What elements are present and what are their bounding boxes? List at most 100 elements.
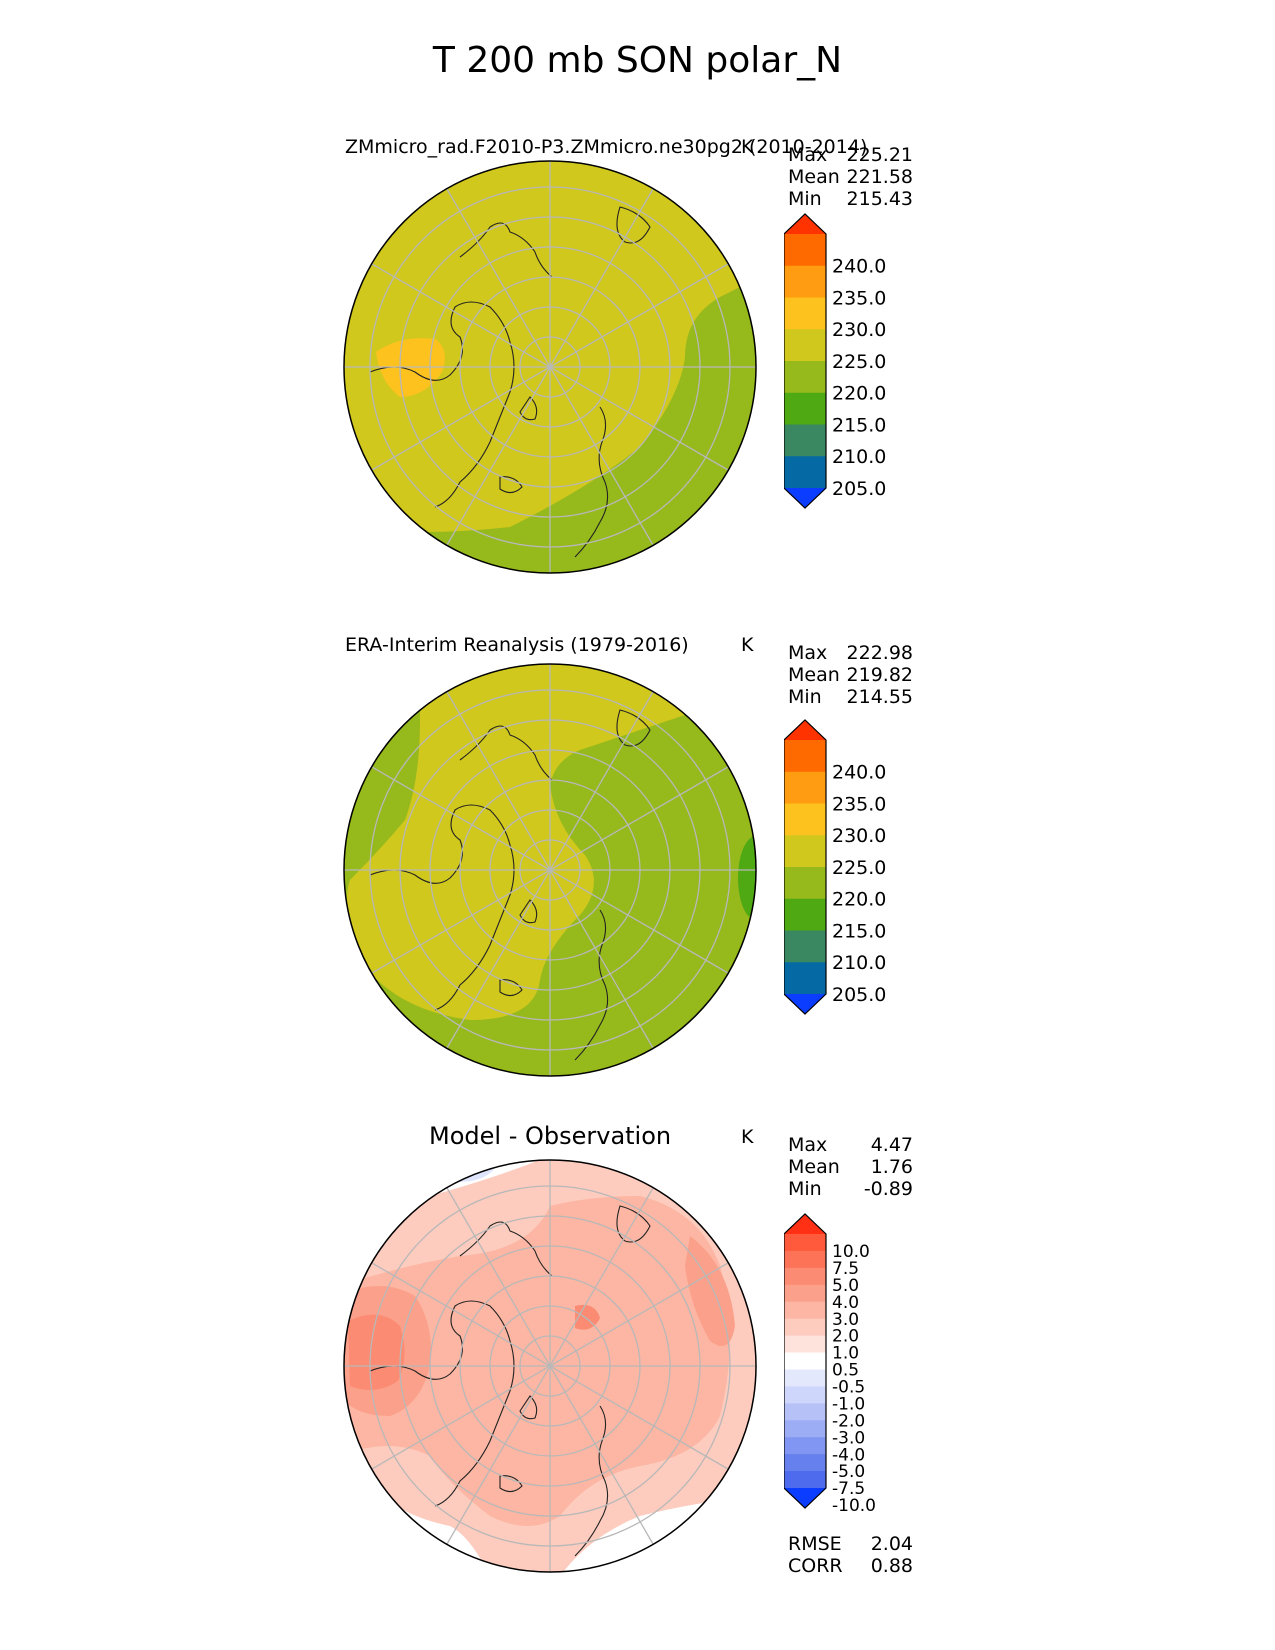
units-label: K: [741, 1126, 754, 1148]
colorbar: 240.0 235.0 230.0 225.0 220.0 215.0 210.0 205.0…: [784, 719, 886, 1018]
metrics-box: RMSE 2.04 CORR 0.88: [788, 1533, 913, 1577]
colorbar-band: [784, 1214, 826, 1234]
stat-label: Mean: [788, 1156, 840, 1178]
colorbar-band: [784, 803, 826, 836]
colorbar-band: [784, 898, 826, 931]
figure-title: T 200 mb SON polar_N: [432, 40, 843, 81]
colorbar-band: [784, 424, 826, 457]
stat-label: Max: [788, 144, 828, 166]
colorbar-tick-label: 240.0: [832, 256, 886, 278]
colorbar-tick-label: 225.0: [832, 351, 886, 373]
colorbar-band: [784, 994, 826, 1014]
colorbar-tick-label: 3.0: [832, 1310, 859, 1330]
stats-box: Max 225.21 Mean 221.58 Min 215.43: [788, 144, 913, 210]
colorbar-outline: [784, 213, 827, 509]
panel-title: ERA-Interim Reanalysis (1979-2016): [345, 634, 689, 656]
stats-box: Max 4.47 Mean 1.76 Min -0.89: [788, 1134, 913, 1200]
stat-value: 219.82: [846, 664, 913, 686]
colorbar-tick-label: 4.0: [832, 1293, 859, 1313]
colorbar-tick-label: 1.0: [832, 1344, 859, 1364]
colorbar-band: [784, 1437, 826, 1455]
metric-value: 0.88: [870, 1555, 913, 1577]
panel-difference: Model - Observation K Max 4.47 Mean 1.76 M…: [0, 1122, 1275, 1602]
colorbar-band: [784, 867, 826, 900]
stat-label: Max: [788, 642, 828, 664]
panel-model: ZMmicro_rad.F2010-P3.ZMmicro.ne30pg2 (20…: [0, 130, 1275, 610]
colorbar-tick-label: 205.0: [832, 984, 886, 1006]
map-boundary: [343, 1159, 757, 1573]
colorbar-tick-label: 5.0: [832, 1276, 859, 1296]
colorbar-band: [784, 1335, 826, 1354]
colorbar-tick-label: -2.0: [832, 1411, 865, 1431]
colorbar-band: [784, 740, 826, 773]
stats-box: Max 222.98 Mean 219.82 Min 214.55: [788, 642, 913, 708]
field-region: [346, 664, 685, 1020]
colorbar-band: [784, 1301, 826, 1320]
stat-label: Min: [788, 686, 822, 708]
stat-value: 214.55: [846, 686, 913, 708]
colorbar-band: [784, 1318, 826, 1337]
colorbar-band: [784, 720, 826, 740]
colorbar-band: [784, 456, 826, 489]
colorbar: 10.07.55.04.03.02.01.00.5-0.5-1.0-2.0-3.…: [784, 1213, 876, 1512]
panel-observation: ERA-Interim Reanalysis (1979-2016) K Max…: [0, 628, 1275, 1108]
colorbar-band: [784, 1267, 826, 1286]
colorbar-tick-label: 220.0: [832, 889, 886, 911]
colorbar-tick-label: 230.0: [832, 825, 886, 847]
colorbar-tick-label: 2.0: [832, 1327, 859, 1347]
colorbar-band: [784, 234, 826, 267]
polar-map-model: [343, 160, 757, 574]
map-boundary: [343, 160, 757, 574]
colorbar-tick-label: -0.5: [832, 1378, 865, 1398]
colorbar-tick-label: 200.0: [832, 510, 886, 512]
colorbar-band: [784, 1284, 826, 1303]
colorbar-band: [784, 1234, 826, 1252]
colorbar-tick-label: -7.5: [832, 1479, 865, 1499]
colorbar-tick-label: 7.5: [832, 1259, 859, 1279]
stat-label: Min: [788, 1178, 822, 1200]
colorbar-tick-label: 215.0: [832, 414, 886, 436]
colorbar-outline: [784, 1213, 827, 1509]
colorbar-band: [784, 962, 826, 995]
colorbar-band: [784, 361, 826, 394]
colorbar-band: [784, 771, 826, 804]
colorbar-outline: [784, 719, 827, 1015]
stat-value: 225.21: [846, 144, 913, 166]
graticule: [344, 161, 756, 573]
graticule: [344, 664, 756, 1076]
polar-map-observation: [343, 663, 757, 1077]
stat-label: Max: [788, 1134, 828, 1156]
colorbar-tick-label: 0.5: [832, 1361, 859, 1381]
colorbar-tick-label: 10.0: [832, 1242, 870, 1262]
field-region: [348, 1314, 405, 1390]
colorbar-band: [784, 265, 826, 298]
field-region: [738, 836, 756, 920]
stat-value: -0.89: [863, 1178, 913, 1200]
colorbar-band: [784, 488, 826, 508]
colorbar-tick-label: -5.0: [832, 1462, 865, 1482]
colorbar-tick-label: 230.0: [832, 319, 886, 341]
colorbar-tick-label: 220.0: [832, 383, 886, 405]
stat-label: Mean: [788, 166, 840, 188]
colorbar-tick-label: 235.0: [832, 287, 886, 309]
colorbar-tick-label: -3.0: [832, 1428, 865, 1448]
colorbar-band: [784, 1403, 826, 1421]
graticule: [344, 1160, 756, 1572]
colorbar-band: [784, 930, 826, 963]
metric-label: RMSE: [788, 1533, 842, 1555]
stat-value: 222.98: [846, 642, 913, 664]
polar-map-difference: [343, 1159, 757, 1573]
colorbar-tick-label: -1.0: [832, 1394, 865, 1414]
colorbar-tick-label: 240.0: [832, 762, 886, 784]
units-label: K: [741, 634, 754, 656]
colorbar-tick-label: 235.0: [832, 793, 886, 815]
panel-title: Model - Observation: [429, 1122, 672, 1150]
colorbar-band: [784, 1369, 826, 1387]
colorbar-tick-label: 215.0: [832, 920, 886, 942]
colorbar-tick-label: 205.0: [832, 478, 886, 500]
colorbar-band: [784, 1471, 826, 1489]
stat-label: Mean: [788, 664, 840, 686]
panel-title: ZMmicro_rad.F2010-P3.ZMmicro.ne30pg2 (20…: [345, 136, 868, 158]
units-label: K: [741, 136, 754, 158]
stat-value: 221.58: [846, 166, 913, 188]
